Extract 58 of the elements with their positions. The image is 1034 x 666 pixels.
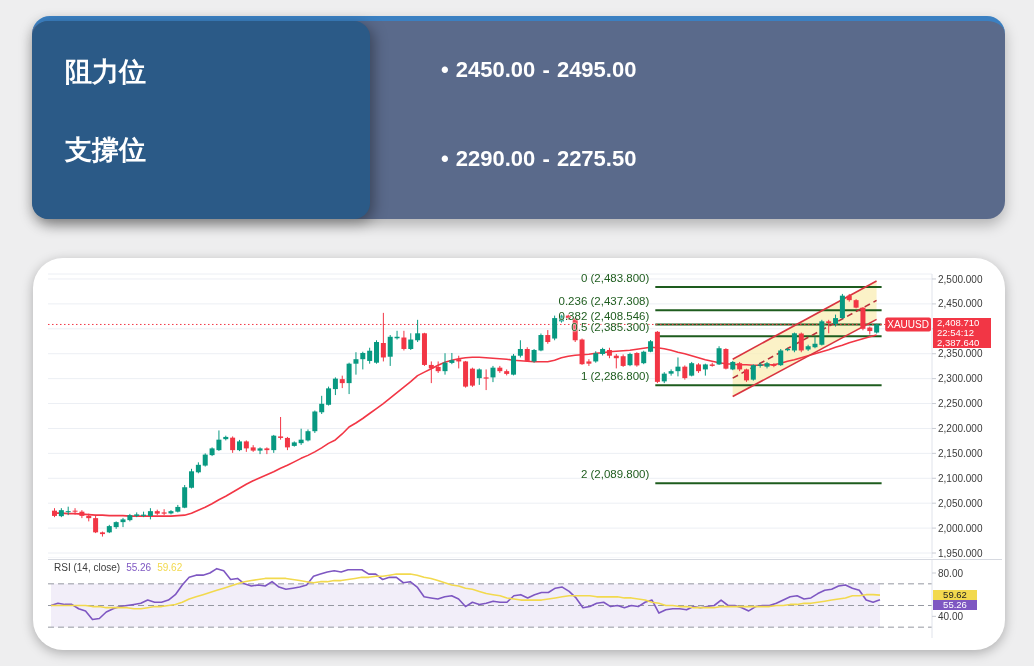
candlestick [415, 319, 421, 343]
ref-line-label: 0.382 (2,408.546) [558, 309, 650, 322]
ref-line-label: 2 (2,089.800) [580, 468, 650, 482]
text: 阻力位 [65, 56, 146, 89]
chart-title: RSI (14, close) [54, 562, 121, 573]
text: 支撐位 [65, 134, 146, 167]
y-tick-label: 80.00 [938, 567, 964, 579]
y-tick-label: 2,100.000 [938, 472, 983, 484]
candlestick [257, 446, 263, 455]
y-tick-label: 2,200.000 [938, 423, 983, 435]
y-tick-label: 2,000.000 [938, 522, 983, 534]
candlestick [675, 356, 681, 377]
candlestick [264, 446, 270, 455]
candlestick [716, 345, 722, 366]
ref-line-label: XAUUSD [887, 318, 929, 330]
y-tick-label: 40.00 [938, 610, 964, 622]
candlestick [346, 362, 352, 395]
candlestick [442, 352, 448, 376]
y-tick-label: 2,350.000 [938, 348, 983, 360]
candlestick [839, 293, 845, 320]
candlestick [860, 306, 866, 331]
candlestick [668, 368, 674, 377]
text: 59.62 [933, 589, 977, 601]
y-tick-label: 2,500.000 [938, 273, 983, 285]
candlestick [168, 509, 174, 515]
line-series [50, 573, 881, 610]
ref-line-label: 0 (2,483.800) [580, 272, 650, 286]
candlestick [387, 334, 393, 367]
text: 22:54:12 [933, 326, 991, 338]
candlestick [483, 368, 489, 391]
candlestick [819, 319, 825, 346]
ref-line-label: 1 (2,286.800) [580, 370, 650, 384]
candlestick [326, 386, 332, 407]
y-tick-label: 2,450.000 [938, 298, 983, 310]
candlestick [469, 367, 475, 388]
text: • 2290.00 - 2275.50 [441, 145, 637, 173]
candlestick [771, 362, 777, 368]
text: 55.26 [933, 599, 977, 611]
candlestick [353, 351, 359, 376]
candlestick [374, 339, 380, 365]
candlestick [278, 416, 284, 441]
y-tick-label: 2,250.000 [938, 398, 983, 410]
text: • 2450.00 - 2495.00 [441, 56, 637, 84]
annotation: 59.62 [157, 562, 183, 573]
candlestick [798, 332, 804, 353]
y-tick-label: 2,300.000 [938, 373, 983, 385]
candlestick [312, 410, 318, 434]
annotation: 55.26 [126, 562, 152, 573]
candlestick [319, 395, 325, 415]
ref-line-label: 0.236 (2,437.308) [558, 295, 650, 309]
text: 2,387.640 [933, 336, 991, 348]
candlestick [449, 352, 455, 365]
y-tick-label: 2,150.000 [938, 447, 983, 459]
text: 2,408.710 [933, 316, 991, 328]
y-tick-label: 2,050.000 [938, 497, 983, 509]
candlestick [401, 330, 407, 351]
candlestick [552, 315, 558, 341]
y-tick-label: 1,950.000 [938, 547, 983, 559]
